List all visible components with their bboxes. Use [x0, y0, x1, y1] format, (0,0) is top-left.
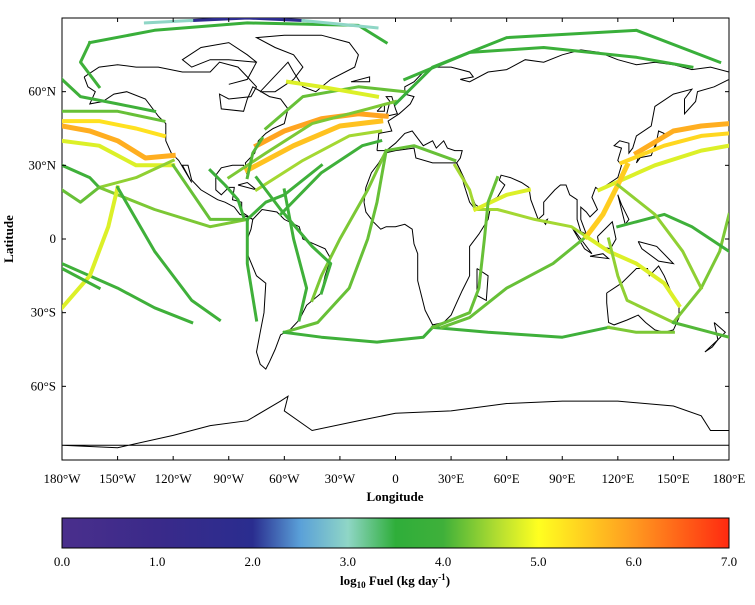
coastline	[637, 241, 675, 265]
shipping-route	[263, 85, 407, 131]
shipping-route	[226, 99, 398, 180]
lon-tick-label: 60°E	[494, 471, 520, 486]
shipping-route	[171, 163, 249, 221]
shipping-route	[245, 217, 259, 322]
lon-tick-label: 60°W	[269, 471, 300, 486]
shipping-route	[62, 109, 166, 123]
shipping-route	[253, 111, 389, 150]
coastline	[363, 147, 491, 326]
coastline	[350, 76, 371, 83]
shipping-route	[88, 21, 389, 45]
shipping-route	[615, 182, 704, 291]
lon-tick-label: 120°E	[602, 471, 635, 486]
shipping-route	[596, 143, 729, 193]
colorbar-tick-label: 0.0	[54, 554, 70, 569]
colorbar-tick-label: 6.0	[626, 554, 642, 569]
shipping-route	[208, 168, 246, 219]
shipping-route	[62, 119, 167, 139]
colorbar-ticks: 0.0 1.0 2.0 3.0 4.0 5.0 6.0 7.0	[54, 554, 737, 569]
shipping-route	[615, 212, 729, 254]
lon-tick-label: 180°E	[713, 471, 746, 486]
shipping-route	[243, 118, 384, 174]
colorbar-tick-label: 4.0	[435, 554, 451, 569]
shipping-route	[79, 40, 102, 89]
shipping-route	[301, 18, 379, 30]
colorbar-tick-label: 5.0	[530, 554, 546, 569]
colorbar-tick-label: 3.0	[340, 554, 356, 569]
lon-tick-label: 30°E	[438, 471, 464, 486]
shipping-route	[583, 233, 682, 309]
shipping-route	[62, 163, 102, 190]
shipping-route	[97, 185, 250, 229]
coastline	[181, 42, 258, 85]
colorbar-tick-label: 7.0	[721, 554, 737, 569]
lat-tick-label: 30°N	[28, 157, 56, 172]
shipping-route	[62, 123, 176, 161]
shipping-route	[430, 175, 500, 330]
lon-tick-label: 90°E	[549, 471, 575, 486]
shipping-route	[393, 28, 722, 107]
shipping-route	[282, 325, 435, 344]
shipping-route	[143, 18, 194, 25]
lon-tick-label: 180°W	[44, 471, 82, 486]
coastline	[704, 339, 719, 353]
lon-tick-label: 150°E	[657, 471, 690, 486]
lon-tick-label: 0	[392, 471, 399, 486]
coastline	[62, 395, 729, 449]
lat-tick-label: 30°S	[31, 305, 56, 320]
shipping-route	[452, 163, 589, 239]
colorbar	[61, 517, 730, 549]
shipping-route	[285, 79, 380, 99]
coastline	[589, 253, 611, 260]
coastline	[476, 268, 489, 302]
shipping-route	[430, 325, 611, 339]
lon-tick-label: 120°W	[155, 471, 193, 486]
shipping-route	[618, 131, 729, 166]
colorbar-tick-label: 1.0	[149, 554, 165, 569]
shipping-route	[254, 175, 333, 295]
shipping-route	[282, 188, 309, 322]
shipping-route	[62, 185, 102, 204]
lat-tick-label: 60°S	[31, 378, 56, 393]
shipping-route	[278, 138, 383, 217]
latitude-ticks: 60°N 30°N 0 30°S 60°S	[28, 84, 729, 393]
shipping-route	[62, 138, 176, 168]
lon-tick-label: 30°W	[325, 471, 356, 486]
shipping-route	[582, 161, 631, 241]
map-frame	[61, 17, 730, 461]
shipping-route	[115, 185, 222, 323]
shipping-route	[62, 184, 121, 311]
y-axis-label: Latitude	[1, 215, 16, 263]
shipping-route	[384, 144, 457, 163]
shipping-route	[254, 129, 383, 192]
shipping-route	[632, 121, 729, 157]
shipping-route	[606, 237, 676, 325]
lat-tick-label: 60°N	[28, 84, 56, 99]
shipping-route	[606, 325, 675, 334]
coastline	[237, 181, 257, 191]
x-axis-label: Longitude	[366, 489, 423, 504]
coastline	[376, 102, 385, 112]
lon-tick-label: 90°W	[214, 471, 245, 486]
shipping-route	[472, 187, 532, 213]
lat-tick-label: 0	[50, 231, 57, 246]
longitude-ticks: 180°W 150°W 120°W 90°W 60°W 30°W 0 30°E 60°E 90°E…	[44, 18, 746, 486]
shipping-routes	[62, 18, 729, 344]
colorbar-tick-label: 2.0	[244, 554, 260, 569]
shipping-route	[97, 158, 176, 190]
shipping-route	[62, 77, 157, 114]
shipping-route	[245, 163, 324, 222]
shipping-route	[671, 212, 729, 325]
shipping-route	[671, 320, 729, 339]
shipping-route	[439, 234, 589, 330]
shipping-route	[245, 136, 265, 180]
coastline	[617, 194, 630, 226]
shipping-route	[282, 148, 388, 335]
shipping-route	[62, 266, 102, 291]
colorbar-label: log10 Fuel (kg day-1)	[340, 572, 450, 590]
shipping-route	[310, 148, 389, 303]
coastline	[83, 61, 289, 220]
lon-tick-label: 150°W	[99, 471, 137, 486]
